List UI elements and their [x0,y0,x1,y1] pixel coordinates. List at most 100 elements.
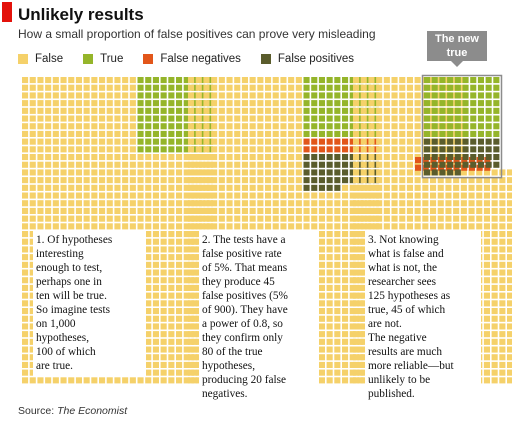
waffle-cell-false [365,200,372,207]
waffle-cell-false [91,177,98,184]
waffle-cell-true [152,92,159,99]
waffle-cell-false [203,215,210,222]
waffle-cell-false [295,161,302,168]
waffle-cell-true [342,77,349,84]
waffle-cell-false [391,200,398,207]
waffle-cell-false [476,200,483,207]
waffle-cell-false [376,177,383,184]
waffle-cell-false [137,184,144,191]
waffle-cell-true [176,130,183,137]
waffle-cell-false [29,315,36,322]
waffle-cell-false [60,184,67,191]
waffle-cell-false [152,300,159,307]
waffle-cell-false [483,338,490,345]
waffle-cell-false [188,100,195,107]
waffle-cell-false [211,123,218,130]
waffle-cell-false [241,154,248,161]
waffle-cell-true [357,123,364,130]
waffle-cell-false [45,107,52,114]
waffle-cell-false-negatives [326,146,333,153]
waffle-cell-false [191,223,198,230]
waffle-cell-false [234,215,241,222]
waffle-cell-false [52,130,59,137]
waffle-cell-false [226,138,233,145]
waffle-cell-false [129,377,136,384]
waffle-cell-false [106,115,113,122]
waffle-cell-false [507,354,512,361]
waffle-cell-false [353,377,360,384]
waffle-cell-false [145,331,152,338]
waffle-cell-false [68,115,75,122]
waffle-cell-false [226,223,233,230]
waffle-cell-false [468,207,475,214]
waffle-cell-false [22,100,29,107]
waffle-cell-false [68,169,75,176]
waffle-cell-false-negatives [365,138,372,145]
waffle-cell-false [272,177,279,184]
waffle-cell-false [122,84,129,91]
waffle-cell-false [249,177,256,184]
waffle-cell-false [129,184,136,191]
waffle-cell-false [129,138,136,145]
waffle-cell-false [360,223,367,230]
waffle-cell-true [349,107,356,114]
waffle-cell-false [491,254,498,261]
waffle-cell-false [372,184,379,191]
waffle-cell-false [106,184,113,191]
waffle-cell-false [349,369,356,376]
waffle-cell-false [226,154,233,161]
waffle-cell-false [160,292,167,299]
waffle-cell-false [45,77,52,84]
legend-label-true: True [100,53,124,65]
waffle-cell-false [368,138,375,145]
waffle-cell-false-positives [431,161,438,168]
waffle-cell-false [52,77,59,84]
waffle-cell-false [152,169,159,176]
waffle-cell-false [152,192,159,199]
waffle-cell-false [188,277,195,284]
waffle-cell-false [295,77,302,84]
waffle-cell-false [29,284,36,291]
waffle-cell-false [29,254,36,261]
waffle-cell-false [234,154,241,161]
waffle-cell-false [318,323,325,330]
waffle-cell-false [295,115,302,122]
waffle-cell-false [168,246,175,253]
waffle-cell-false [353,77,360,84]
waffle-cell-false [122,146,129,153]
waffle-cell-false [183,261,190,268]
waffle-cell-false [349,246,356,253]
waffle-cell-false [203,200,210,207]
waffle-cell-true [372,100,379,107]
waffle-cell-false [445,207,452,214]
waffle-cell-false [218,215,225,222]
waffle-cell-false [188,315,195,322]
waffle-cell-false [152,315,159,322]
waffle-cell-false [206,169,213,176]
panel-2-caption: 2. The tests have a false positive rate … [199,230,319,405]
waffle-cell-true [176,100,183,107]
waffle-cell-false [129,192,136,199]
waffle-cell-false [334,246,341,253]
source-prefix: Source: [18,405,58,417]
waffle-cell-false [195,323,202,330]
waffle-cell-false [188,184,195,191]
waffle-cell-true [160,130,167,137]
waffle-cell-false-positives [334,169,341,176]
waffle-cell-false [288,184,295,191]
waffle-cell-false-positives [342,177,349,184]
waffle-cell-true [303,115,310,122]
waffle-cell-false [106,92,113,99]
waffle-cell-true [176,138,183,145]
waffle-cell-false [334,223,341,230]
waffle-cell-false [507,323,512,330]
waffle-cell-false [326,300,333,307]
waffle-cell-false [160,154,167,161]
waffle-cell-false [183,177,190,184]
waffle-cell-false [91,123,98,130]
waffle-cell-false [211,161,218,168]
waffle-cell-false [241,130,248,137]
waffle-cell-false [195,100,202,107]
waffle-cell-false [60,169,67,176]
waffle-cell-false [507,292,512,299]
